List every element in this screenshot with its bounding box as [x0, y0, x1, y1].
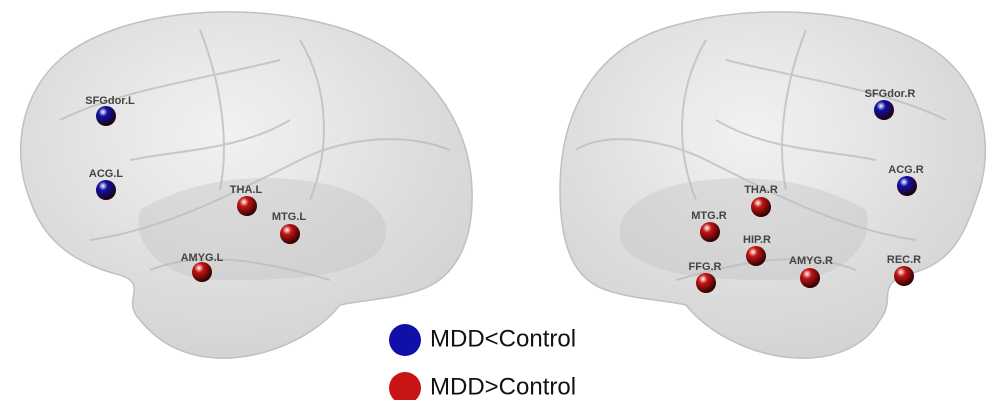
node-label: ACG.L: [89, 168, 124, 180]
node: [751, 197, 771, 217]
node-label: AMYG.L: [181, 252, 224, 264]
node: [696, 273, 716, 293]
node: [96, 106, 116, 126]
node: [237, 196, 257, 216]
node-label: ACG.R: [888, 164, 924, 176]
node-label: REC.R: [887, 254, 921, 266]
left-brain: [19, 11, 473, 359]
node: [897, 176, 917, 196]
legend-swatch: [389, 372, 421, 400]
node-label: THA.L: [230, 184, 263, 196]
node-label: FFG.R: [689, 261, 722, 273]
node: [894, 266, 914, 286]
node-label: HIP.R: [743, 234, 771, 246]
node-label: MTG.R: [691, 210, 726, 222]
node: [700, 222, 720, 242]
right-brain: [559, 11, 987, 359]
node: [192, 262, 212, 282]
node: [746, 246, 766, 266]
node-label: SFGdor.R: [865, 88, 916, 100]
node-label: SFGdor.L: [85, 95, 135, 107]
node-label: THA.R: [744, 184, 778, 196]
node: [874, 100, 894, 120]
node: [280, 224, 300, 244]
legend-swatch: [389, 324, 421, 356]
legend-label: MDD>Control: [430, 373, 576, 400]
legend-label: MDD<Control: [430, 325, 576, 352]
node-label: AMYG.R: [789, 255, 833, 267]
node-label: MTG.L: [272, 211, 306, 223]
node: [800, 268, 820, 288]
node: [96, 180, 116, 200]
